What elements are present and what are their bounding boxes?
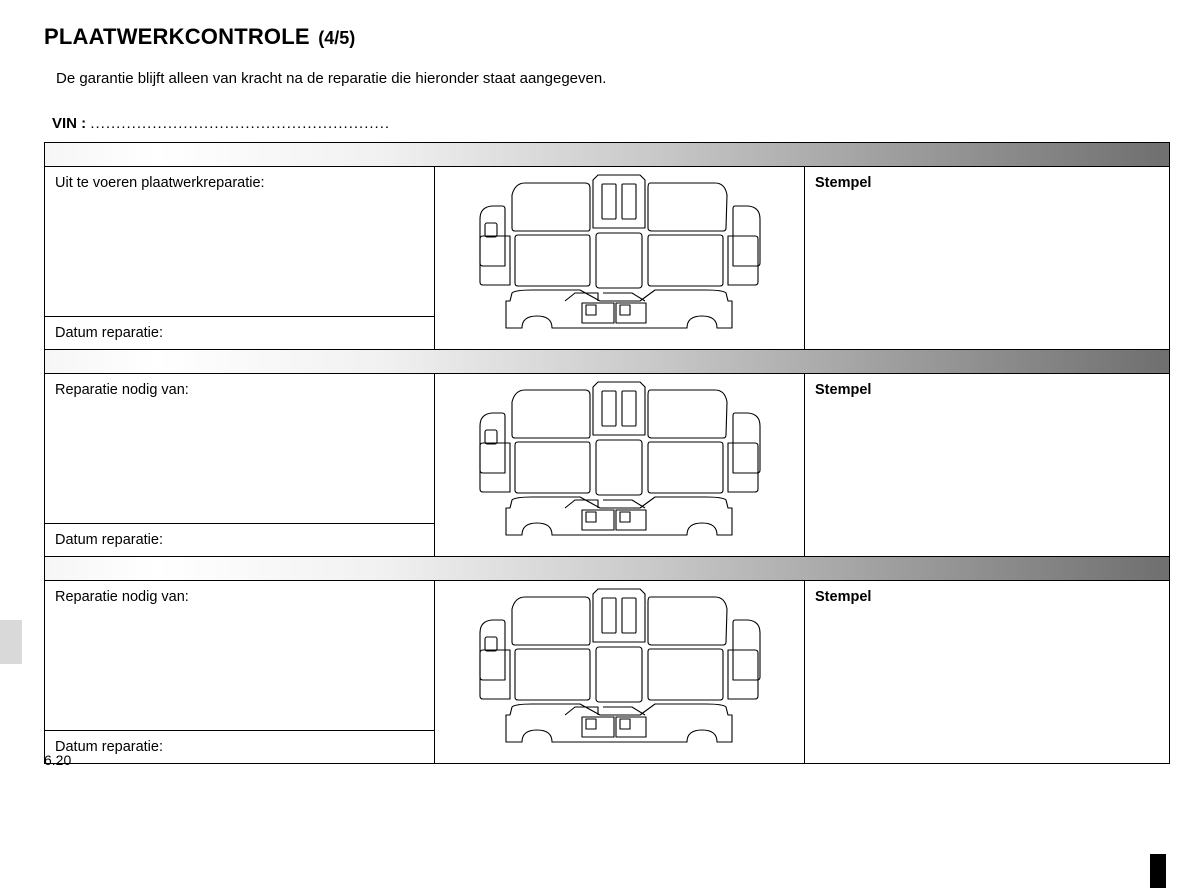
repair-description-cell: Reparatie nodig van: <box>45 374 434 524</box>
separator-bar <box>45 143 1169 167</box>
table-row: Uit te voeren plaatwerkreparatie: Datum … <box>45 167 1169 350</box>
vin-dots: ........................................… <box>90 115 390 132</box>
repair-date-cell: Datum reparatie: <box>45 524 434 556</box>
stamp-cell: Stempel <box>805 581 1169 763</box>
repair-description-cell: Uit te voeren plaatwerkreparatie: <box>45 167 434 317</box>
car-panel-diagram <box>470 380 770 550</box>
diagram-cell <box>435 167 805 349</box>
title-suffix: (4/5) <box>318 28 355 48</box>
title-main: PLAATWERKCONTROLE <box>44 24 310 49</box>
table-row: Reparatie nodig van: Datum reparatie: <box>45 581 1169 763</box>
vin-line: VIN : ..................................… <box>52 115 1170 132</box>
page-number: 6.20 <box>44 752 71 768</box>
repair-date-cell: Datum reparatie: <box>45 317 434 349</box>
left-column: Reparatie nodig van: Datum reparatie: <box>45 581 435 763</box>
vin-label: VIN : <box>52 115 86 132</box>
separator-bar <box>45 350 1169 374</box>
diagram-cell <box>435 581 805 763</box>
separator-bar <box>45 557 1169 581</box>
table-row: Reparatie nodig van: Datum reparatie: <box>45 374 1169 557</box>
repair-description-cell: Reparatie nodig van: <box>45 581 434 731</box>
diagram-cell <box>435 374 805 556</box>
car-panel-diagram <box>470 587 770 757</box>
repair-date-cell: Datum reparatie: <box>45 731 434 763</box>
left-column: Reparatie nodig van: Datum reparatie: <box>45 374 435 556</box>
left-column: Uit te voeren plaatwerkreparatie: Datum … <box>45 167 435 349</box>
stamp-cell: Stempel <box>805 167 1169 349</box>
car-panel-diagram <box>470 173 770 343</box>
bodywork-form-table: Uit te voeren plaatwerkreparatie: Datum … <box>44 142 1170 764</box>
page-title: PLAATWERKCONTROLE (4/5) <box>44 24 1170 50</box>
bottom-black-tab <box>1150 854 1166 888</box>
stamp-cell: Stempel <box>805 374 1169 556</box>
intro-text: De garantie blijft alleen van kracht na … <box>56 70 1170 87</box>
page-container: PLAATWERKCONTROLE (4/5) De garantie blij… <box>0 0 1200 774</box>
